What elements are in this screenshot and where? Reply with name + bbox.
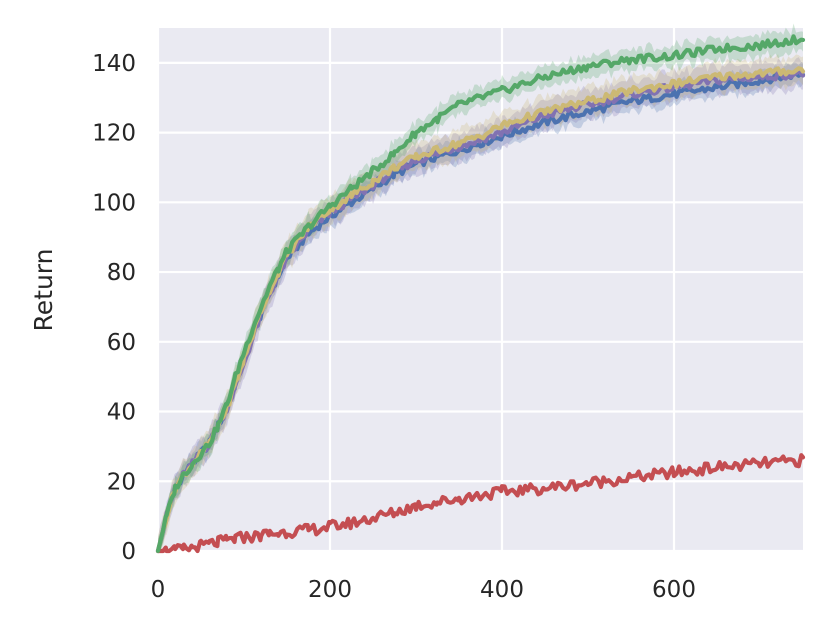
x-tick-label: 200 bbox=[308, 577, 352, 603]
plot-area bbox=[158, 28, 803, 551]
y-tick-label: 140 bbox=[92, 51, 136, 77]
x-tick-label: 600 bbox=[652, 577, 696, 603]
y-tick-label: 20 bbox=[107, 469, 136, 495]
y-tick-label: 0 bbox=[121, 539, 136, 565]
x-tick-label: 0 bbox=[151, 577, 166, 603]
tick-labels: 0 200 400 600 0 20 40 60 80 100 120 140 bbox=[92, 51, 696, 603]
series-line bbox=[155, 34, 806, 554]
y-tick-label: 60 bbox=[107, 330, 136, 356]
x-tick-label: 400 bbox=[480, 577, 524, 603]
y-tick-label: 40 bbox=[107, 400, 136, 426]
series-lines bbox=[155, 34, 806, 554]
grid bbox=[156, 28, 803, 553]
y-tick-label: 100 bbox=[92, 190, 136, 216]
series-line bbox=[155, 453, 806, 554]
y-axis-label: Return bbox=[29, 249, 58, 332]
y-tick-label: 120 bbox=[92, 121, 136, 147]
y-tick-label: 80 bbox=[107, 260, 136, 286]
